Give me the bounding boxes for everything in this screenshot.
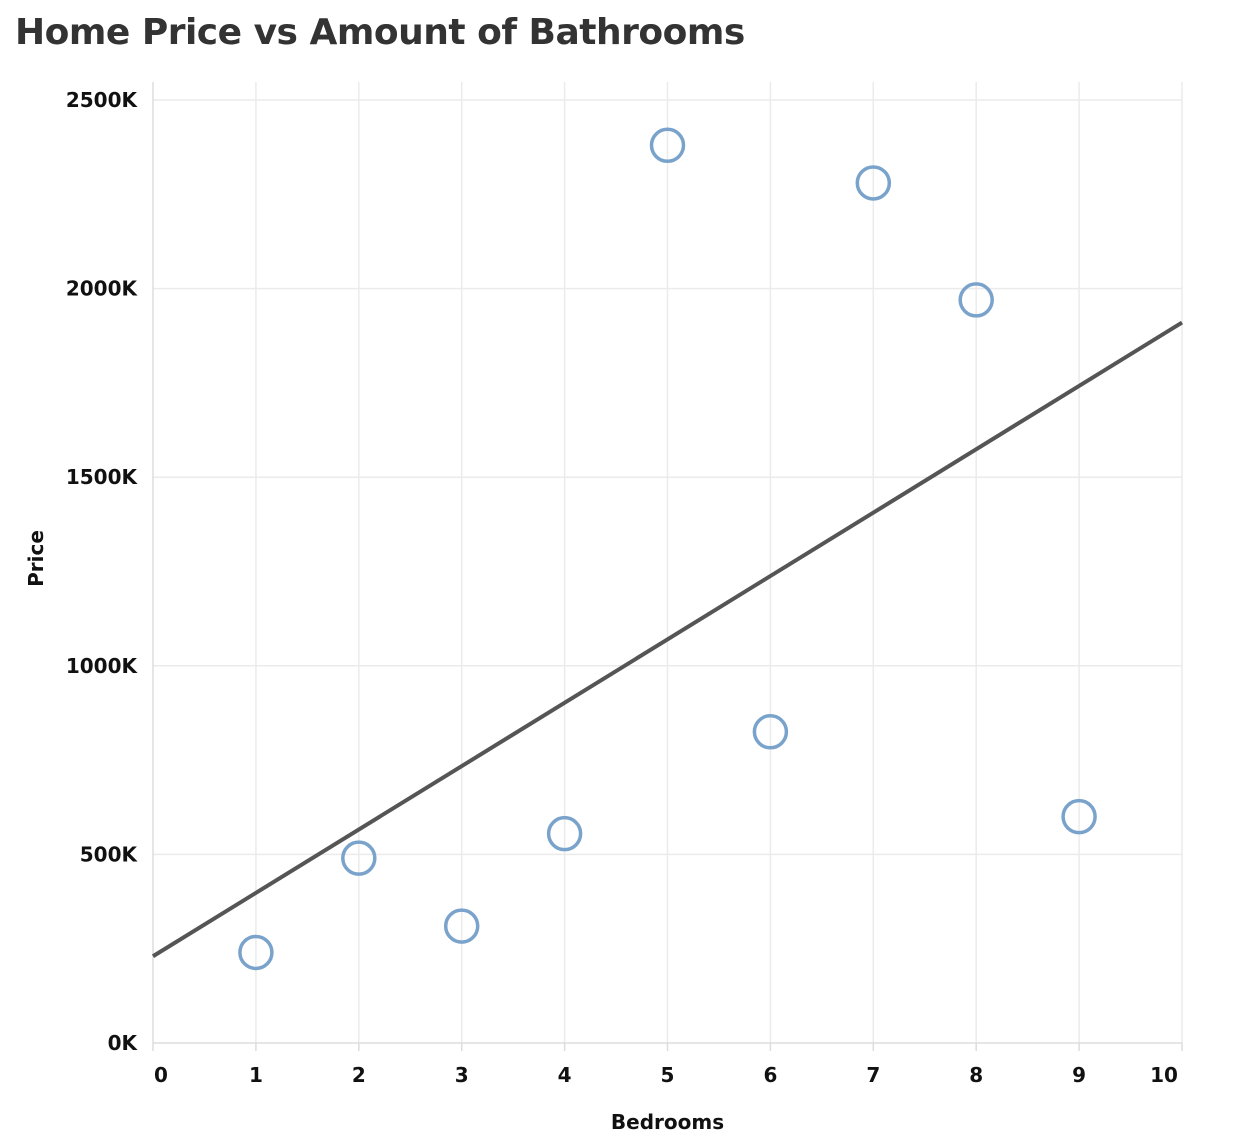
y-axis-title: Price <box>24 530 48 587</box>
grid <box>153 82 1183 1043</box>
data-point <box>958 282 994 318</box>
y-tick-label: 2000K <box>66 277 139 301</box>
x-tick-label: 10 <box>1150 1063 1178 1087</box>
data-point <box>238 934 274 971</box>
x-tick-label: 8 <box>969 1063 983 1087</box>
x-tick-label: 9 <box>1072 1063 1086 1087</box>
x-tick-label: 1 <box>249 1063 263 1087</box>
x-tick-label: 6 <box>763 1063 777 1087</box>
y-tick-labels: 0K 500K 1000K 1500K 2000K 2500K <box>66 88 139 1055</box>
data-point <box>546 815 583 852</box>
data-point <box>855 165 892 201</box>
x-tick-label: 3 <box>455 1063 469 1087</box>
data-points <box>238 127 1097 971</box>
data-point <box>1061 798 1097 835</box>
x-tick-label: 2 <box>352 1063 366 1087</box>
x-tick-labels: 0 1 2 3 4 5 6 7 8 9 10 <box>154 1063 1178 1087</box>
data-point <box>649 127 686 164</box>
trend-line-group <box>151 320 1184 958</box>
y-tick-label: 2500K <box>66 88 139 112</box>
y-tick-label: 1500K <box>66 465 139 489</box>
chart-title: Home Price vs Amount of Bathrooms <box>15 12 745 53</box>
x-tick-label: 4 <box>558 1063 572 1087</box>
data-point <box>752 714 789 750</box>
y-tick-label: 0K <box>108 1031 139 1055</box>
x-tick-label: 0 <box>154 1063 168 1087</box>
x-tick-label: 7 <box>866 1063 880 1087</box>
data-point <box>443 908 480 944</box>
axes <box>152 82 1183 1051</box>
x-tick-label: 5 <box>661 1063 675 1087</box>
x-axis-title: Bedrooms <box>611 1110 724 1134</box>
y-tick-label: 1000K <box>66 654 139 678</box>
data-point <box>341 840 377 876</box>
y-tick-label: 500K <box>80 842 139 866</box>
trend-line <box>151 320 1184 958</box>
